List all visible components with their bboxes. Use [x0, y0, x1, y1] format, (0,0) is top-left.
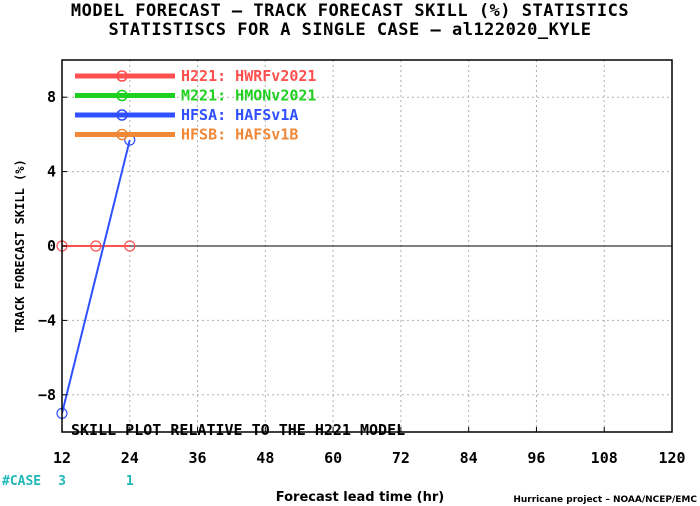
- x-tick-label: 84: [460, 449, 478, 467]
- y-tick-label: −4: [38, 311, 56, 329]
- x-tick-label: 72: [392, 449, 410, 467]
- y-tick-label: 8: [47, 88, 56, 106]
- y-tick-label: 4: [47, 163, 56, 181]
- legend-label: HFSB: HAFSv1B: [181, 126, 298, 144]
- y-tick-label: −8: [38, 386, 56, 404]
- x-tick-label: 120: [658, 449, 685, 467]
- legend-marker: [116, 128, 128, 141]
- chart-title: MODEL FORECAST – TRACK FORECAST SKILL (%…: [70, 1, 630, 21]
- grid-lines: [62, 60, 672, 432]
- case-count: 1: [126, 474, 134, 489]
- series-point-0: [90, 240, 102, 252]
- x-tick-label: 48: [256, 449, 274, 467]
- case-label: #CASE: [2, 474, 41, 489]
- legend-marker: [116, 70, 128, 82]
- legend-label: H221: HWRFv2021: [181, 67, 316, 85]
- series-line-2: [62, 139, 131, 414]
- credit-text: Hurricane project – NOAA/NCEP/EMC: [513, 495, 697, 505]
- x-tick-label: 12: [53, 449, 71, 467]
- x-tick-label: 60: [324, 449, 342, 467]
- x-axis-label: Forecast lead time (hr): [276, 490, 444, 505]
- case-count: 3: [58, 474, 66, 489]
- chart-subtitle: STATISTISCS FOR A SINGLE CASE – al122020…: [108, 20, 592, 40]
- annotation-text: SKILL PLOT RELATIVE TO THE H221 MODEL: [71, 421, 405, 439]
- y-axis-ticks: 8 4 0 −4 −8: [38, 88, 67, 404]
- y-axis-label: TRACK FORECAST SKILL (%): [13, 159, 27, 332]
- series-point-0: [124, 240, 136, 252]
- series-lines: [62, 139, 131, 414]
- y-tick-label: 0: [47, 237, 56, 255]
- x-axis-ticks: 12 24 36 48 60 72 84 96 108 120: [53, 427, 686, 467]
- legend-label: M221: HMONv2021: [181, 87, 316, 105]
- x-tick-label: 108: [591, 449, 618, 467]
- legend-label: HFSA: HAFSv1A: [181, 106, 298, 124]
- legend-marker: [116, 89, 128, 102]
- x-tick-label: 96: [527, 449, 545, 467]
- x-tick-label: 24: [121, 449, 139, 467]
- x-tick-label: 36: [189, 449, 207, 467]
- legend-marker: [116, 109, 128, 121]
